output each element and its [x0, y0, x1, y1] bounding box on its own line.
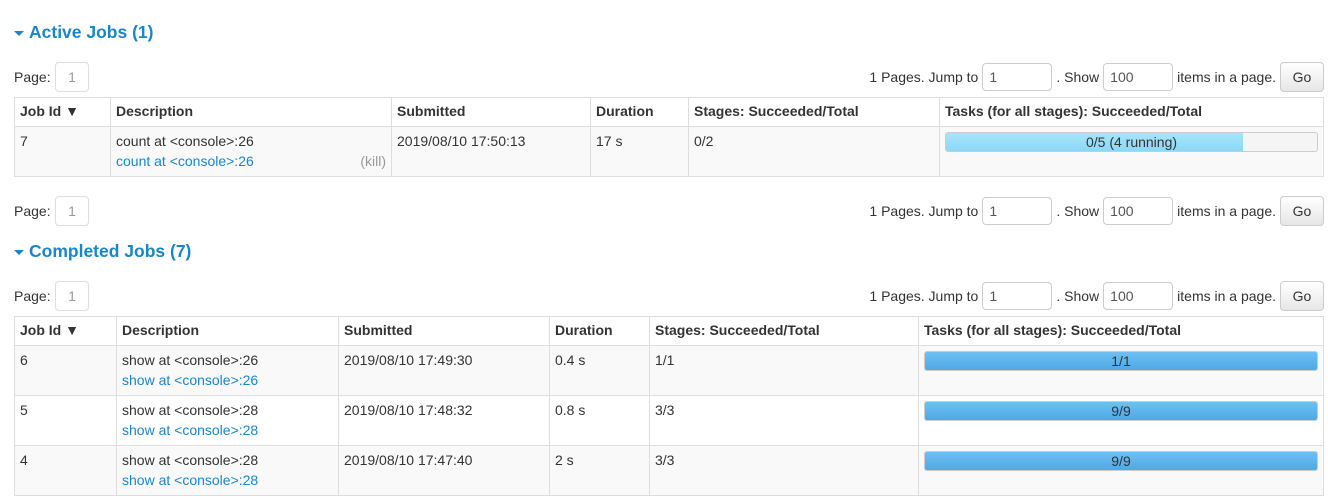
pages-text: 1 Pages. Jump to: [869, 69, 979, 85]
stages: 3/3: [649, 395, 919, 446]
completed-jobs-title: Completed Jobs (7): [29, 241, 192, 261]
jump-to-input[interactable]: [982, 282, 1053, 310]
collapse-arrow-icon: [14, 249, 24, 255]
show-text: . Show: [1056, 288, 1100, 304]
stages: 0/2: [688, 126, 940, 177]
table-row: 6 show at <console>:26 show at <console>:…: [14, 345, 1324, 396]
submitted: 2019/08/10 17:49:30: [338, 345, 550, 396]
completed-pager-top: Page: 1 1 Pages. Jump to . Show items in…: [14, 281, 1324, 311]
page-label: Page:: [14, 203, 51, 219]
page-1-button[interactable]: 1: [55, 196, 89, 226]
job-description: show at <console>:26: [122, 352, 259, 368]
tasks-cell: 1/1: [918, 345, 1324, 396]
table-row: 4 show at <console>:28 show at <console>:…: [14, 445, 1324, 496]
kill-link[interactable]: (kill): [360, 153, 386, 169]
active-pager-top: Page: 1 1 Pages. Jump to . Show items in…: [14, 62, 1324, 92]
stages: 3/3: [649, 445, 919, 496]
completed-jobs-table: Job Id ▼ Description Submitted Duration …: [14, 316, 1324, 496]
active-jobs-table: Job Id ▼ Description Submitted Duration …: [14, 97, 1324, 177]
table-row: 5 show at <console>:28 show at <console>:…: [14, 395, 1324, 446]
task-progress-text: 9/9: [1111, 403, 1131, 419]
page-label: Page:: [14, 288, 51, 304]
task-progress-text: 1/1: [1111, 353, 1131, 369]
description-cell: show at <console>:28 show at <console>:28: [116, 445, 339, 496]
pages-text: 1 Pages. Jump to: [869, 288, 979, 304]
col-tasks[interactable]: Tasks (for all stages): Succeeded/Total: [939, 97, 1324, 127]
col-job-id[interactable]: Job Id ▼: [14, 316, 117, 346]
col-description[interactable]: Description: [110, 97, 392, 127]
active-jobs-heading[interactable]: Active Jobs (1): [14, 22, 153, 43]
description-cell: count at <console>:26 count at <console>:…: [110, 126, 392, 177]
items-text: items in a page.: [1177, 203, 1276, 219]
col-stages[interactable]: Stages: Succeeded/Total: [649, 316, 919, 346]
show-text: . Show: [1056, 69, 1100, 85]
col-stages[interactable]: Stages: Succeeded/Total: [688, 97, 940, 127]
duration: 17 s: [590, 126, 689, 177]
col-tasks[interactable]: Tasks (for all stages): Succeeded/Total: [918, 316, 1324, 346]
active-jobs-title: Active Jobs (1): [29, 22, 154, 42]
task-progress-bar: 1/1: [924, 351, 1318, 371]
col-submitted[interactable]: Submitted: [391, 97, 591, 127]
col-duration[interactable]: Duration: [549, 316, 650, 346]
job-id: 6: [14, 345, 117, 396]
job-link[interactable]: show at <console>:28: [122, 422, 259, 438]
collapse-arrow-icon: [14, 30, 24, 36]
duration: 0.8 s: [549, 395, 650, 446]
job-id: 7: [14, 126, 111, 177]
col-duration[interactable]: Duration: [590, 97, 689, 127]
completed-fill: [925, 402, 1317, 420]
table-row: 7 count at <console>:26 count at <console…: [14, 126, 1324, 177]
page-label: Page:: [14, 69, 51, 85]
active-pager-bottom: Page: 1 1 Pages. Jump to . Show items in…: [14, 196, 1324, 226]
items-text: items in a page.: [1177, 288, 1276, 304]
jump-to-input[interactable]: [982, 63, 1053, 91]
completed-fill: [925, 352, 1317, 370]
submitted: 2019/08/10 17:48:32: [338, 395, 550, 446]
job-description: show at <console>:28: [122, 402, 259, 418]
go-button[interactable]: Go: [1280, 62, 1324, 92]
task-progress-bar: 9/9: [924, 401, 1318, 421]
job-link[interactable]: count at <console>:26: [116, 153, 254, 169]
submitted: 2019/08/10 17:50:13: [391, 126, 591, 177]
page-1-button[interactable]: 1: [55, 62, 89, 92]
duration: 0.4 s: [549, 345, 650, 396]
job-id: 4: [14, 445, 117, 496]
task-progress-bar: 9/9: [924, 451, 1318, 471]
task-progress-bar: 0/5 (4 running): [945, 132, 1318, 152]
tasks-cell: 0/5 (4 running): [939, 126, 1324, 177]
page-size-input[interactable]: [1103, 282, 1174, 310]
tasks-cell: 9/9: [918, 445, 1324, 496]
go-button[interactable]: Go: [1280, 196, 1324, 226]
job-link[interactable]: show at <console>:28: [122, 472, 259, 488]
items-text: items in a page.: [1177, 69, 1276, 85]
description-cell: show at <console>:26 show at <console>:26: [116, 345, 339, 396]
submitted: 2019/08/10 17:47:40: [338, 445, 550, 496]
stages: 1/1: [649, 345, 919, 396]
job-description: count at <console>:26: [116, 133, 254, 149]
completed-fill: [925, 452, 1317, 470]
show-text: . Show: [1056, 203, 1100, 219]
col-description[interactable]: Description: [116, 316, 339, 346]
job-link[interactable]: show at <console>:26: [122, 372, 259, 388]
jump-to-input[interactable]: [982, 197, 1053, 225]
description-cell: show at <console>:28 show at <console>:28: [116, 395, 339, 446]
col-job-id[interactable]: Job Id ▼: [14, 97, 111, 127]
page-size-input[interactable]: [1103, 197, 1174, 225]
tasks-cell: 9/9: [918, 395, 1324, 446]
task-progress-text: 0/5 (4 running): [1085, 134, 1178, 150]
col-submitted[interactable]: Submitted: [338, 316, 550, 346]
go-button[interactable]: Go: [1280, 281, 1324, 311]
page-1-button[interactable]: 1: [55, 281, 89, 311]
page-size-input[interactable]: [1103, 63, 1174, 91]
duration: 2 s: [549, 445, 650, 496]
pages-text: 1 Pages. Jump to: [869, 203, 979, 219]
completed-jobs-heading[interactable]: Completed Jobs (7): [14, 241, 191, 262]
job-id: 5: [14, 395, 117, 446]
running-fill: [946, 133, 1243, 151]
job-description: show at <console>:28: [122, 452, 259, 468]
task-progress-text: 9/9: [1111, 453, 1131, 469]
